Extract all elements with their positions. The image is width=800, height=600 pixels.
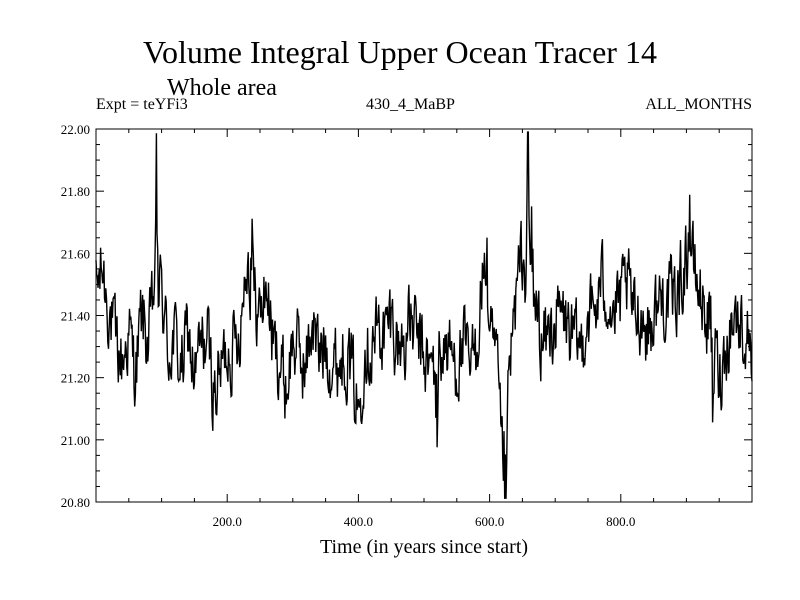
- x-tick-label: 200.0: [213, 514, 242, 529]
- y-tick-label: 21.60: [61, 246, 90, 261]
- y-axis-ticks: 20.80 21.00 21.20 21.40 21.60 21.80 22.00: [61, 122, 752, 510]
- x-axis-label: Time (in years since start): [319, 536, 529, 558]
- series-line: [95, 131, 753, 499]
- y-tick-label: 22.00: [61, 122, 90, 137]
- chart-title: Volume Integral Upper Ocean Tracer 14: [143, 34, 657, 70]
- y-tick-label: 21.80: [61, 184, 90, 199]
- y-tick-label: 21.00: [61, 433, 90, 448]
- x-tick-label: 600.0: [475, 514, 504, 529]
- x-axis-ticks: 200.0 400.0 600.0 800.0: [128, 129, 720, 529]
- y-tick-label: 21.40: [61, 309, 90, 324]
- x-tick-label: 400.0: [344, 514, 373, 529]
- experiment-label: Expt = teYFi3: [96, 96, 188, 113]
- chart-subtitle: Whole area: [167, 75, 277, 101]
- y-tick-label: 21.20: [61, 371, 90, 386]
- months-label: ALL_MONTHS: [645, 96, 752, 113]
- x-tick-label: 800.0: [606, 514, 635, 529]
- run-label: 430_4_MaBP: [366, 96, 455, 113]
- y-tick-label: 20.80: [61, 495, 90, 510]
